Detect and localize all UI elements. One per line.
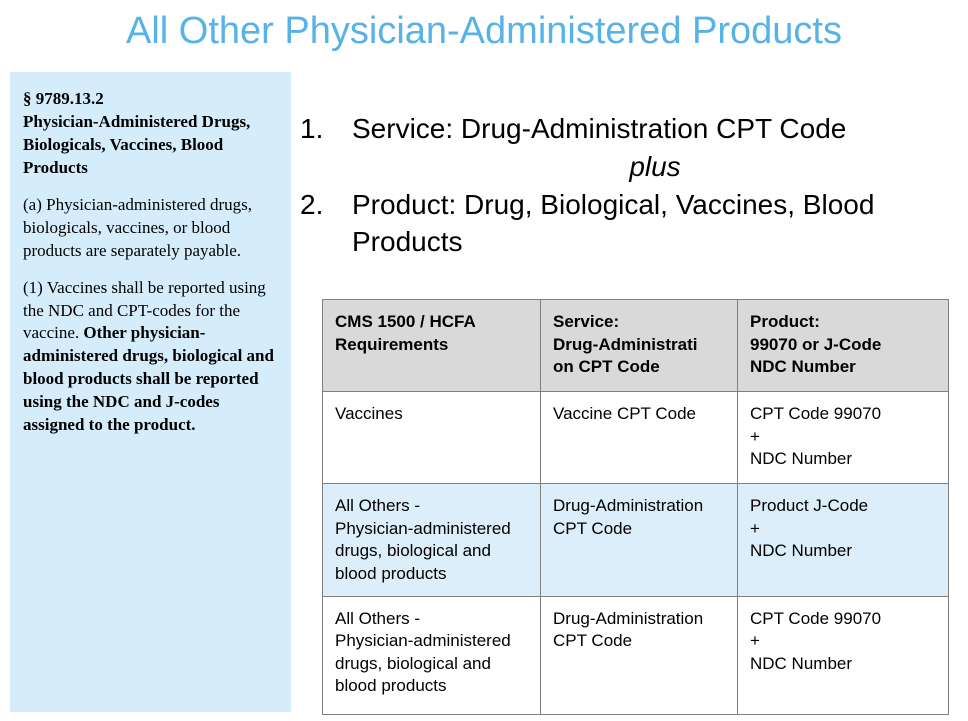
plus-connector: plus xyxy=(629,150,681,182)
table-cell: CPT Code 99070 + NDC Number xyxy=(737,595,949,715)
page-title: All Other Physician-Administered Product… xyxy=(126,10,842,52)
table-cell: Vaccine CPT Code xyxy=(540,391,738,485)
table-row-vaccines: Vaccines Vaccine CPT Code CPT Code 99070… xyxy=(322,391,949,485)
regulation-section-title: Physician-Administered Drugs, Biological… xyxy=(23,111,251,177)
table-cell: Product J-Code + NDC Number xyxy=(737,483,949,597)
table-header-cell-product: Product: 99070 or J-Code NDC Number xyxy=(737,299,949,393)
list-item-1-number: 1. xyxy=(300,113,324,144)
table-header-cell-requirements: CMS 1500 / HCFA Requirements xyxy=(322,299,541,393)
table-header: CMS 1500 / HCFA Requirements Service: Dr… xyxy=(322,299,949,393)
table-row-all-others-jcode: All Others - Physician-administered drug… xyxy=(322,483,949,597)
regulation-paragraph-1-bold: Other physician-administered drugs, biol… xyxy=(23,323,274,435)
regulation-paragraph-1-normal: (1) Vaccines shall be reported using the… xyxy=(23,277,266,343)
regulation-section-number: § 9789.13.2 xyxy=(23,89,104,108)
table-cell: CPT Code 99070 + NDC Number xyxy=(737,391,949,485)
list-item-2-text: Product: Drug, Biological, Vaccines, Blo… xyxy=(352,188,875,258)
list-item-2-number: 2. xyxy=(300,188,324,220)
table-cell: All Others - Physician-administered drug… xyxy=(322,483,541,597)
table-cell: All Others - Physician-administered drug… xyxy=(322,595,541,715)
regulation-sidebar: § 9789.13.2 Physician-Administered Drugs… xyxy=(10,72,291,712)
billing-requirements-table: CMS 1500 / HCFA Requirements Service: Dr… xyxy=(322,299,949,715)
table-cell: Drug-Administration CPT Code xyxy=(540,595,738,715)
regulation-paragraph-1: (1) Vaccines shall be reported using the… xyxy=(23,277,278,438)
table-cell: Vaccines xyxy=(322,391,541,485)
table-cell: Drug-Administration CPT Code xyxy=(540,483,738,597)
table-body: Vaccines Vaccine CPT Code CPT Code 99070… xyxy=(322,391,949,715)
table-row-all-others-99070: All Others - Physician-administered drug… xyxy=(322,595,949,715)
regulation-paragraph-a: (a) Physician-administered drugs, biolog… xyxy=(23,194,252,260)
main-content: 1. Service: Drug-Administration CPT Code… xyxy=(300,110,958,715)
list-item-product: 2. Product: Drug, Biological, Vaccines, … xyxy=(300,186,958,262)
list-item-service: 1. Service: Drug-Administration CPT Code xyxy=(300,110,958,148)
list-item-1-text: Service: Drug-Administration CPT Code xyxy=(352,113,847,144)
table-header-cell-service: Service: Drug-Administrati on CPT Code xyxy=(540,299,738,393)
table-header-row: CMS 1500 / HCFA Requirements Service: Dr… xyxy=(322,299,949,393)
numbered-list: 1. Service: Drug-Administration CPT Code… xyxy=(300,110,958,261)
